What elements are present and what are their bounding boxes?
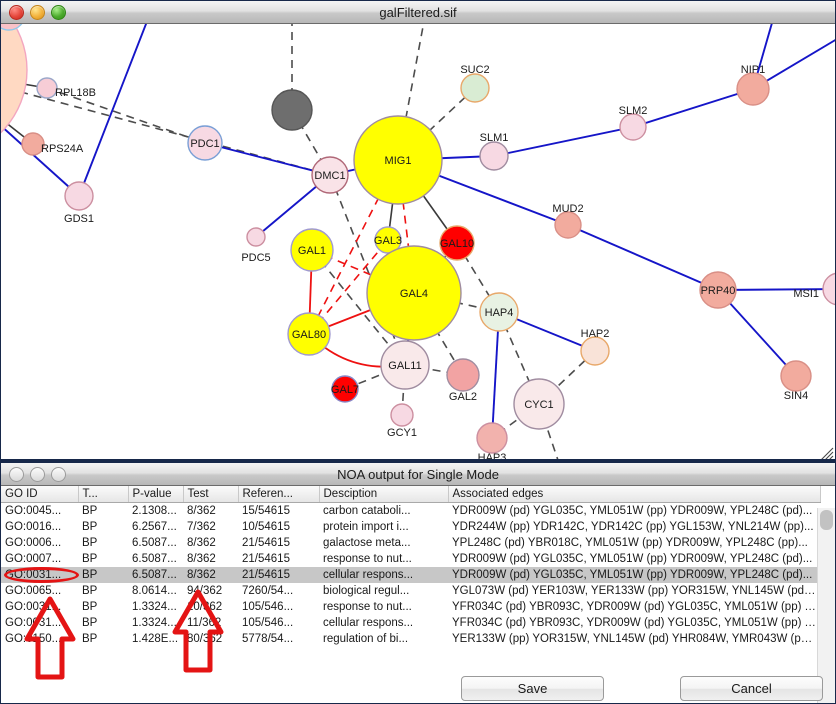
svg-text:NIP1: NIP1 [741, 64, 765, 76]
svg-text:PDC1: PDC1 [190, 138, 219, 150]
svg-text:GAL2: GAL2 [449, 391, 477, 403]
svg-text:GCY1: GCY1 [387, 427, 417, 439]
svg-text:DMC1: DMC1 [314, 170, 345, 182]
svg-text:MIG1: MIG1 [385, 155, 412, 167]
svg-text:GAL7: GAL7 [331, 384, 359, 396]
svg-text:GAL1: GAL1 [298, 245, 326, 257]
svg-text:SLM1: SLM1 [480, 132, 509, 144]
svg-text:HAP2: HAP2 [581, 328, 610, 340]
svg-text:RPS24A: RPS24A [41, 143, 84, 155]
svg-text:MUD2: MUD2 [552, 203, 583, 215]
svg-text:CYC1: CYC1 [524, 399, 553, 411]
svg-text:SUC2: SUC2 [460, 64, 489, 76]
svg-text:SIN4: SIN4 [784, 390, 808, 402]
svg-text:PRP40: PRP40 [701, 285, 736, 297]
svg-text:HAP3: HAP3 [478, 452, 507, 462]
svg-text:GAL4: GAL4 [400, 288, 428, 300]
svg-text:HAP4: HAP4 [485, 307, 514, 319]
svg-text:GAL80: GAL80 [292, 329, 326, 341]
svg-text:GAL11: GAL11 [388, 360, 421, 372]
svg-text:PDC5: PDC5 [241, 252, 270, 264]
svg-text:GAL3: GAL3 [374, 235, 402, 247]
svg-text:RPL18B: RPL18B [55, 87, 96, 99]
svg-text:GDS1: GDS1 [64, 213, 94, 225]
svg-text:MSI1: MSI1 [793, 288, 819, 300]
svg-text:GAL10: GAL10 [440, 238, 474, 250]
svg-text:SLM2: SLM2 [619, 105, 648, 117]
